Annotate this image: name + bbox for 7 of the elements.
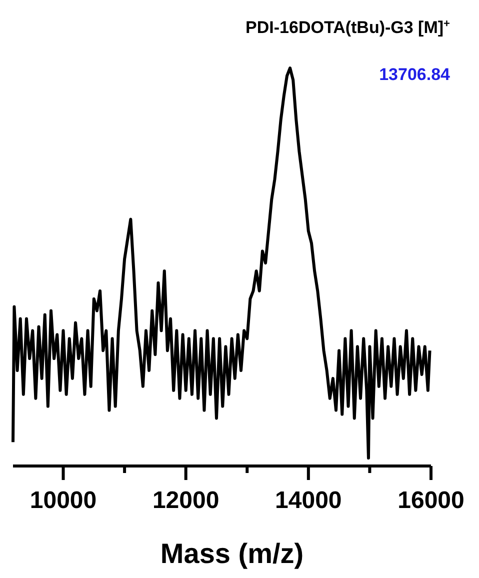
annotation: 13706.84 [379, 65, 451, 84]
x-axis-title: Mass (m/z) [160, 538, 304, 569]
x-tick-label: 12000 [152, 487, 220, 514]
x-tick-label: 16000 [398, 487, 464, 514]
x-tick-label: 14000 [275, 487, 342, 514]
chart-title: PDI-16DOTA(tBu)-G3 [M]$^{+}$ [246, 18, 450, 37]
x-tick-label: 10000 [30, 487, 97, 514]
